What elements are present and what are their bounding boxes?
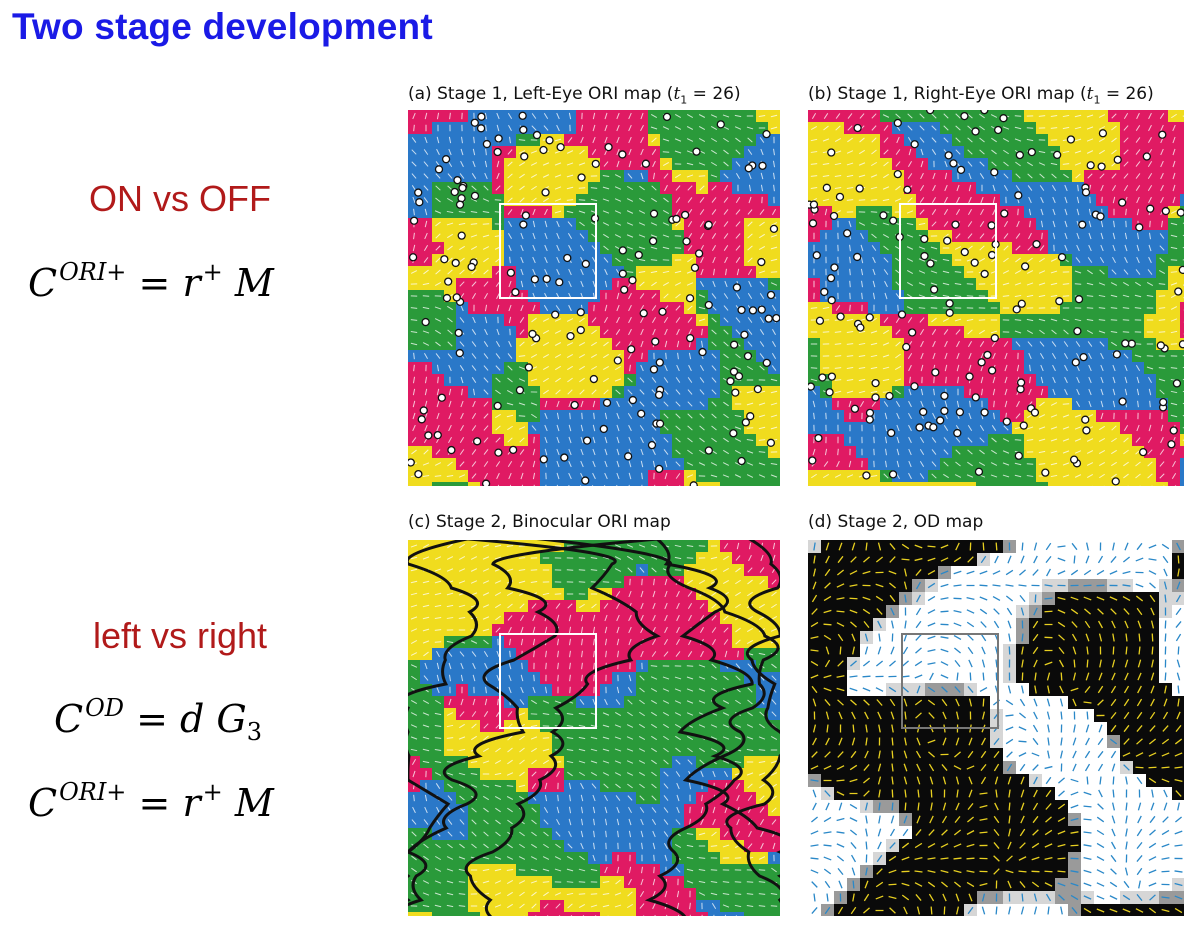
panel-b-caption: (b) Stage 1, Right-Eye ORI map (t1 = 26) [808,84,1154,107]
equation-ori-left-right: CORI+ = r+ M [28,778,274,825]
panel-a-left-eye-ori-map [408,110,780,486]
on-vs-off-label: ON vs OFF [89,178,271,219]
panel-d-caption: (d) Stage 2, OD map [808,512,984,532]
panel-d-od-map [808,540,1184,916]
equation-od: COD = d G3 [54,694,263,746]
panel-a-caption: (a) Stage 1, Left-Eye ORI map (t1 = 26) [408,84,741,107]
panel-c-binocular-ori-map [408,540,780,916]
equation-ori-on-off: CORI+ = r+ M [28,258,274,305]
panel-b-right-eye-ori-map [808,110,1184,486]
slide-title: Two stage development [12,6,433,47]
panel-c-caption: (c) Stage 2, Binocular ORI map [408,512,671,532]
left-vs-right-label: left vs right [92,615,268,656]
